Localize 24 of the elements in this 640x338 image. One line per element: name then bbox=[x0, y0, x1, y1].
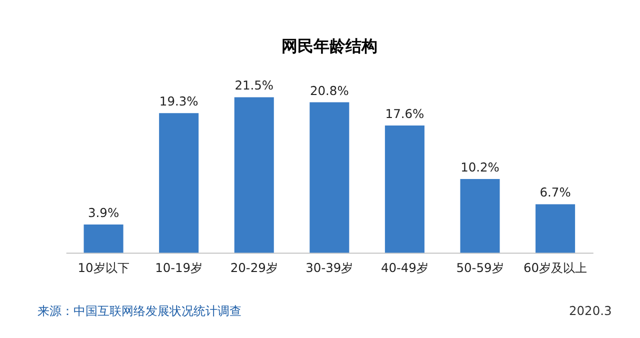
x-tick-label: 30-39岁 bbox=[306, 261, 354, 276]
x-tick-label: 60岁及以上 bbox=[524, 261, 588, 276]
data-label: 19.3% bbox=[159, 94, 198, 109]
data-label: 21.5% bbox=[234, 78, 274, 93]
bar bbox=[84, 224, 124, 253]
chart-title: 网民年龄结构 bbox=[281, 36, 378, 56]
data-label: 17.6% bbox=[385, 106, 424, 121]
bar bbox=[234, 97, 274, 253]
text: 2020.3 bbox=[569, 304, 612, 318]
x-tick-label: 10-19岁 bbox=[155, 261, 203, 276]
x-tick-label: 50-59岁 bbox=[456, 261, 504, 276]
bar bbox=[536, 204, 576, 253]
bar bbox=[159, 113, 199, 253]
source-note: 来源：中国互联网络发展状况统计调查 bbox=[38, 304, 242, 318]
x-tick-label: 10岁以下 bbox=[78, 261, 130, 276]
data-label: 10.2% bbox=[460, 160, 500, 174]
x-tick-label: 20-29岁 bbox=[230, 261, 278, 276]
bar bbox=[310, 102, 350, 253]
data-label: 6.7% bbox=[540, 186, 571, 200]
x-tick-label: 40-49岁 bbox=[380, 261, 428, 276]
data-label: 3.9% bbox=[88, 206, 120, 220]
bar bbox=[460, 178, 500, 253]
bar bbox=[384, 125, 424, 253]
data-label: 20.8% bbox=[310, 84, 349, 98]
